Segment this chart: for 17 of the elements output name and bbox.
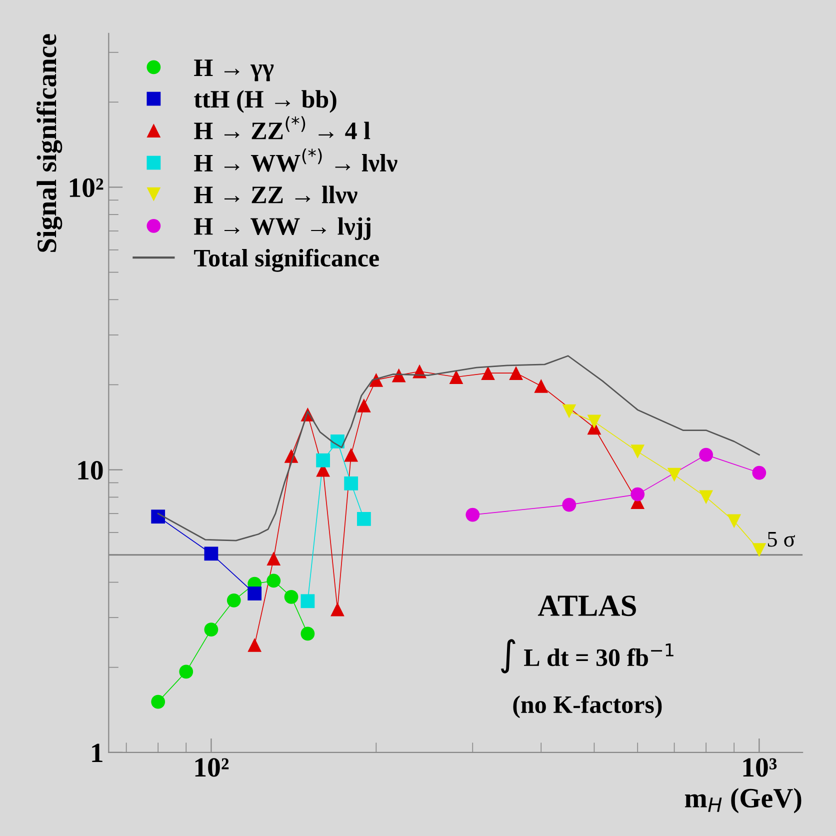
ref-line-label: 5 σ — [768, 532, 795, 547]
annotation: ATLAS — [538, 596, 636, 616]
x-tick-label: 10³ — [743, 758, 777, 777]
y-tick-label: 10² — [70, 178, 104, 198]
y-axis-title: Signal significance — [36, 34, 62, 252]
legend-label: H → ZZ → llνν — [194, 186, 358, 204]
y-tick-label: 1 — [92, 744, 102, 762]
legend-label: H → WW → lνjj — [194, 217, 370, 240]
annotation: (no K-factors) — [513, 695, 662, 718]
legend-label: H → ZZ$^{(*)}$ → 4 l — [194, 116, 370, 140]
legend-label: Total significance — [194, 248, 379, 272]
y-tick-label: 10 — [78, 460, 103, 480]
annotation: ∫ L dt = 30 fb$^{−1}$ — [500, 639, 674, 674]
legend-label: ttH (H → bb) — [194, 90, 336, 113]
legend-label: H → γγ — [194, 60, 274, 82]
x-axis-title: m$_{H}$ (GeV) — [684, 788, 802, 814]
legend-label: H → WW$^{(*)}$ → lνlν — [194, 148, 398, 172]
